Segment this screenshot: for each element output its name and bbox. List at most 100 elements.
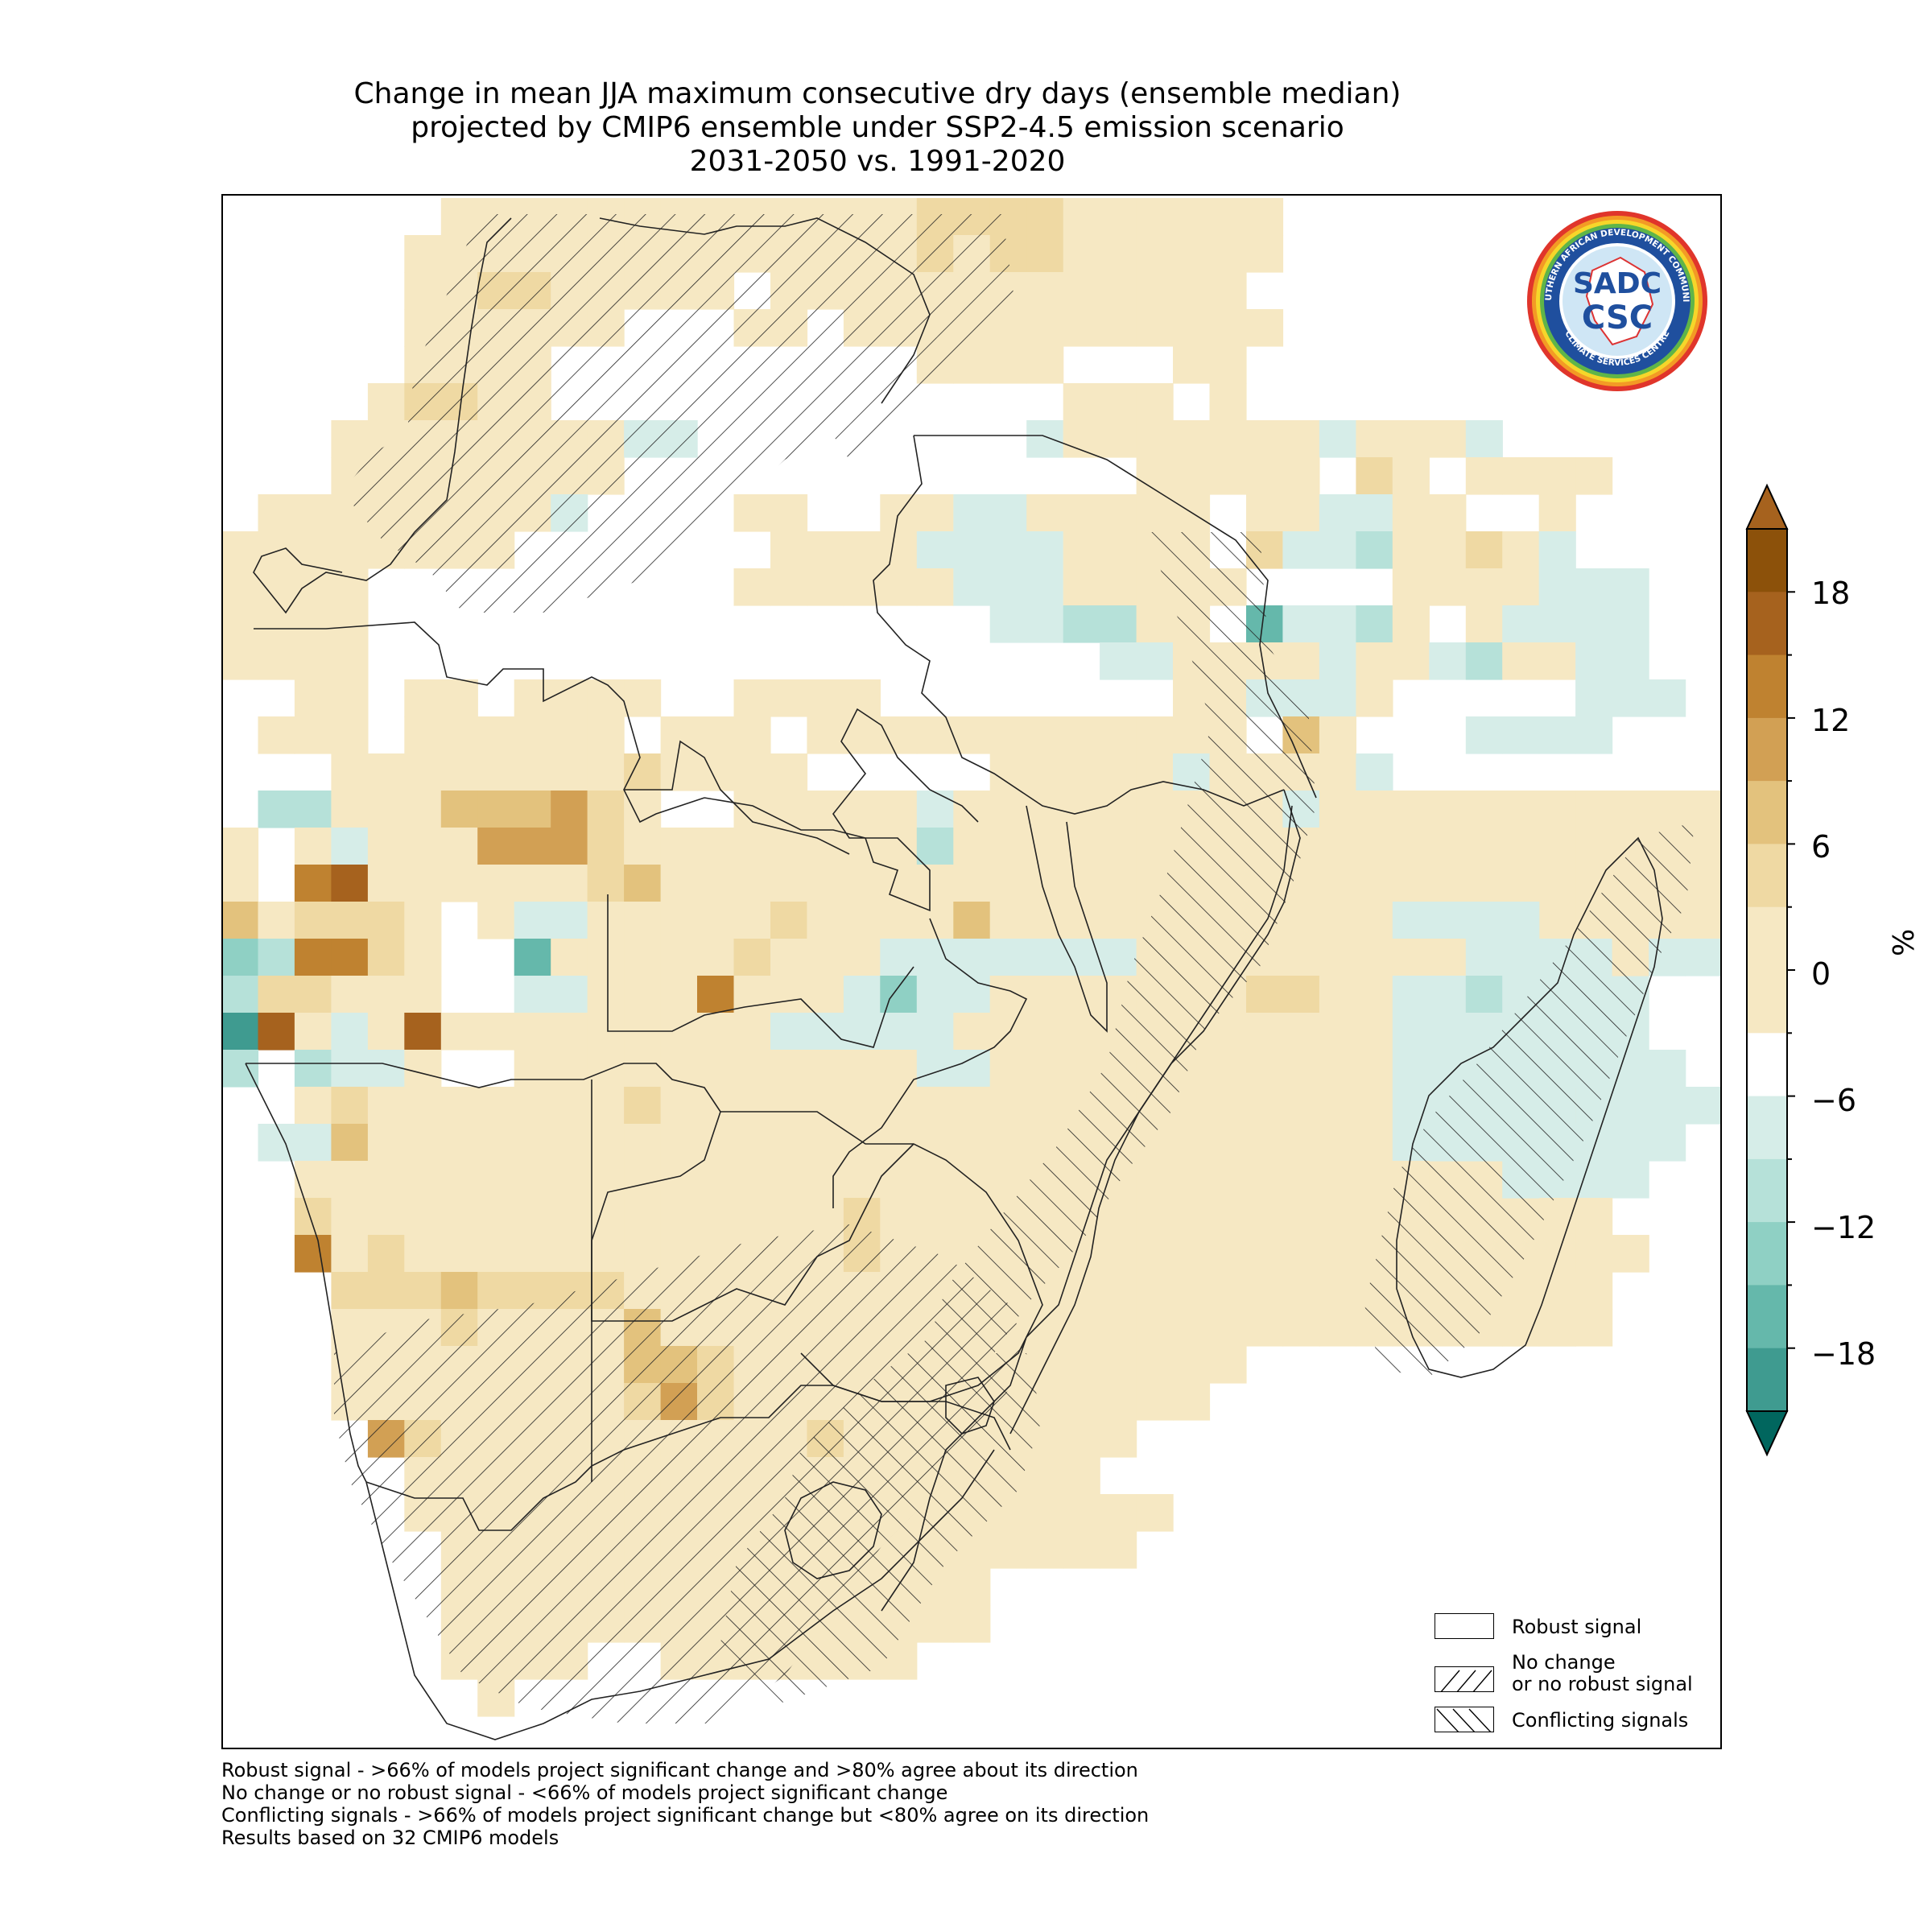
- map-title: Change in mean JJA maximum consecutive d…: [0, 77, 1755, 179]
- grid-cell: [1465, 716, 1503, 754]
- grid-cell: [551, 1161, 588, 1199]
- grid-cell: [551, 902, 588, 939]
- grid-cell: [477, 1087, 515, 1125]
- grid-cell: [1246, 1235, 1284, 1273]
- grid-cell: [1246, 457, 1284, 495]
- grid-cell: [843, 1087, 881, 1125]
- grid-cell: [880, 1198, 918, 1236]
- grid-cell: [1465, 420, 1503, 458]
- grid-cell: [1026, 420, 1064, 458]
- grid-cell: [733, 1198, 771, 1236]
- grid-cell: [294, 1124, 332, 1162]
- border-lesotho: [784, 1481, 882, 1579]
- grid-cell: [989, 1124, 1027, 1162]
- grid-cell: [1173, 1235, 1211, 1273]
- grid-cell: [331, 531, 369, 569]
- colorbar-block: [1747, 781, 1787, 844]
- colorbar-tick-18: 18: [1811, 576, 1851, 611]
- grid-cell: [294, 1087, 332, 1125]
- grid-cell: [1356, 791, 1393, 828]
- grid-cell: [1173, 272, 1211, 310]
- grid-cell: [1575, 716, 1613, 754]
- grid-cell: [733, 753, 771, 791]
- grid-cell: [223, 1013, 259, 1051]
- grid-cell: [551, 791, 588, 828]
- grid-cell: [1612, 642, 1649, 680]
- grid-cell: [258, 902, 295, 939]
- grid-cell: [916, 828, 954, 865]
- grid-cell: [770, 679, 808, 717]
- grid-cell: [223, 976, 259, 1013]
- colorbar-block: [1747, 654, 1787, 719]
- grid-cell: [989, 568, 1027, 606]
- grid-cell: [697, 1013, 735, 1051]
- grid-cell: [367, 1124, 405, 1162]
- grid-cell: [1538, 1309, 1576, 1347]
- border-zambia-south: [832, 918, 1028, 1208]
- grid-cell: [1392, 939, 1430, 976]
- grid-cell: [1026, 346, 1064, 384]
- title-line-2: projected by CMIP6 ensemble under SSP2-4…: [411, 111, 1344, 144]
- grid-cell: [1392, 976, 1430, 1013]
- grid-cell: [1282, 1124, 1320, 1162]
- grid-cell: [477, 791, 515, 828]
- grid-cell: [1319, 1272, 1356, 1310]
- grid-cell: [624, 939, 662, 976]
- grid-cell: [1356, 494, 1393, 532]
- grid-cell: [367, 1272, 405, 1310]
- grid-cell: [1173, 1383, 1211, 1421]
- grid-cell: [807, 531, 844, 569]
- grid-cell: [953, 1087, 991, 1125]
- grid-cell: [807, 828, 844, 865]
- grid-cell: [404, 865, 442, 902]
- grid-cell: [587, 902, 625, 939]
- grid-cell: [551, 1050, 588, 1088]
- grid-cell: [1282, 1309, 1320, 1347]
- grid-cell: [1538, 568, 1576, 606]
- grid-cell: [1136, 605, 1174, 643]
- grid-cell: [404, 679, 442, 717]
- colorbar-block: [1747, 1348, 1787, 1412]
- grid-cell: [880, 1124, 918, 1162]
- grid-cell: [1282, 939, 1320, 976]
- grid-cell: [1649, 679, 1686, 717]
- grid-cell: [1282, 457, 1320, 495]
- grid-cell: [440, 1124, 478, 1162]
- grid-cell: [880, 865, 918, 902]
- grid-cell: [807, 568, 844, 606]
- grid-cell: [733, 568, 771, 606]
- colorbar-tick-6: 6: [1811, 829, 1831, 865]
- grid-cell: [1356, 1013, 1393, 1051]
- grid-cell: [1026, 531, 1064, 569]
- grid-cell: [1026, 198, 1064, 236]
- grid-cell: [697, 1124, 735, 1162]
- grid-cell: [294, 1013, 332, 1051]
- grid-cell: [404, 1161, 442, 1199]
- grid-cell: [1209, 1272, 1247, 1310]
- grid-cell: [770, 1087, 808, 1125]
- grid-cell: [331, 1087, 369, 1125]
- grid-cell: [1173, 1198, 1211, 1236]
- colorbar-blocks: [1747, 529, 1787, 1412]
- colorbar-block: [1747, 1033, 1787, 1097]
- grid-cell: [367, 1087, 405, 1125]
- coastline-west: [253, 217, 512, 614]
- logo-mark-top: SADC: [1573, 267, 1662, 300]
- grid-cell: [697, 1198, 735, 1236]
- border-malawi: [1026, 805, 1108, 1033]
- grid-cell: [1502, 1309, 1540, 1347]
- grid-cell: [1026, 828, 1064, 865]
- grid-cell: [1100, 1309, 1137, 1347]
- grid-cell: [770, 976, 808, 1013]
- grid-cell: [587, 1235, 625, 1273]
- grid-cell: [1392, 531, 1430, 569]
- grid-cell: [989, 531, 1027, 569]
- grid-cell: [1319, 494, 1356, 532]
- grid-cell: [1209, 1050, 1247, 1088]
- grid-cell: [223, 642, 259, 680]
- grid-cell: [953, 346, 991, 384]
- grid-cell: [1356, 976, 1393, 1013]
- grid-cell: [514, 902, 551, 939]
- grid-cell: [514, 828, 551, 865]
- grid-cell: [989, 309, 1027, 347]
